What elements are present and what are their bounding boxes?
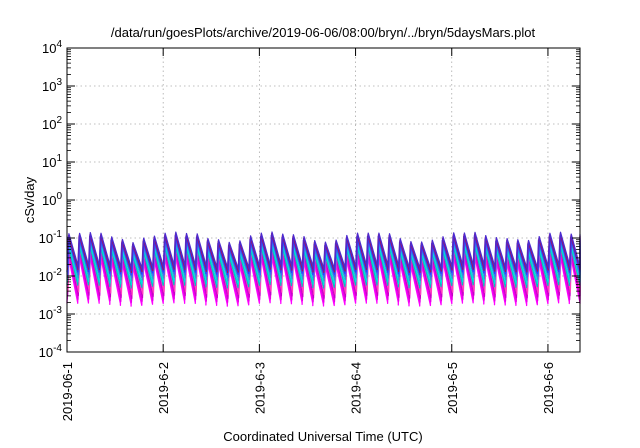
y-tick-label: 10-1: [39, 229, 63, 246]
y-tick-label: 10-2: [39, 267, 63, 284]
y-tick-label: 104: [42, 39, 62, 56]
x-tick-label: 2019-6-5: [445, 362, 460, 414]
y-tick-label: 102: [42, 115, 62, 132]
x-tick-label: 2019-6-3: [252, 362, 267, 414]
y-axis: 10-4 10-3 10-2 10-1 100 101 102 103 104: [39, 39, 580, 360]
y-tick-label: 101: [42, 153, 62, 170]
x-tick-label: 2019-06-1: [60, 362, 75, 421]
x-tick-label: 2019-6-4: [349, 362, 364, 414]
chart-title: /data/run/goesPlots/archive/2019-06-06/0…: [111, 25, 536, 40]
y-tick-label: 100: [42, 191, 62, 208]
x-tick-label: 2019-6-6: [541, 362, 556, 414]
x-axis: 2019-06-1 2019-6-2 2019-6-3 2019-6-4 2019-6-…: [60, 48, 556, 421]
x-axis-label: Coordinated Universal Time (UTC): [223, 429, 422, 444]
y-axis-label: cSv/day: [22, 176, 37, 223]
data-series: [66, 231, 581, 307]
y-tick-label: 10-3: [39, 305, 63, 322]
y-tick-label: 103: [42, 77, 62, 94]
y-tick-label: 10-4: [39, 343, 63, 360]
series-line: [66, 231, 581, 272]
x-tick-label: 2019-6-2: [156, 362, 171, 414]
